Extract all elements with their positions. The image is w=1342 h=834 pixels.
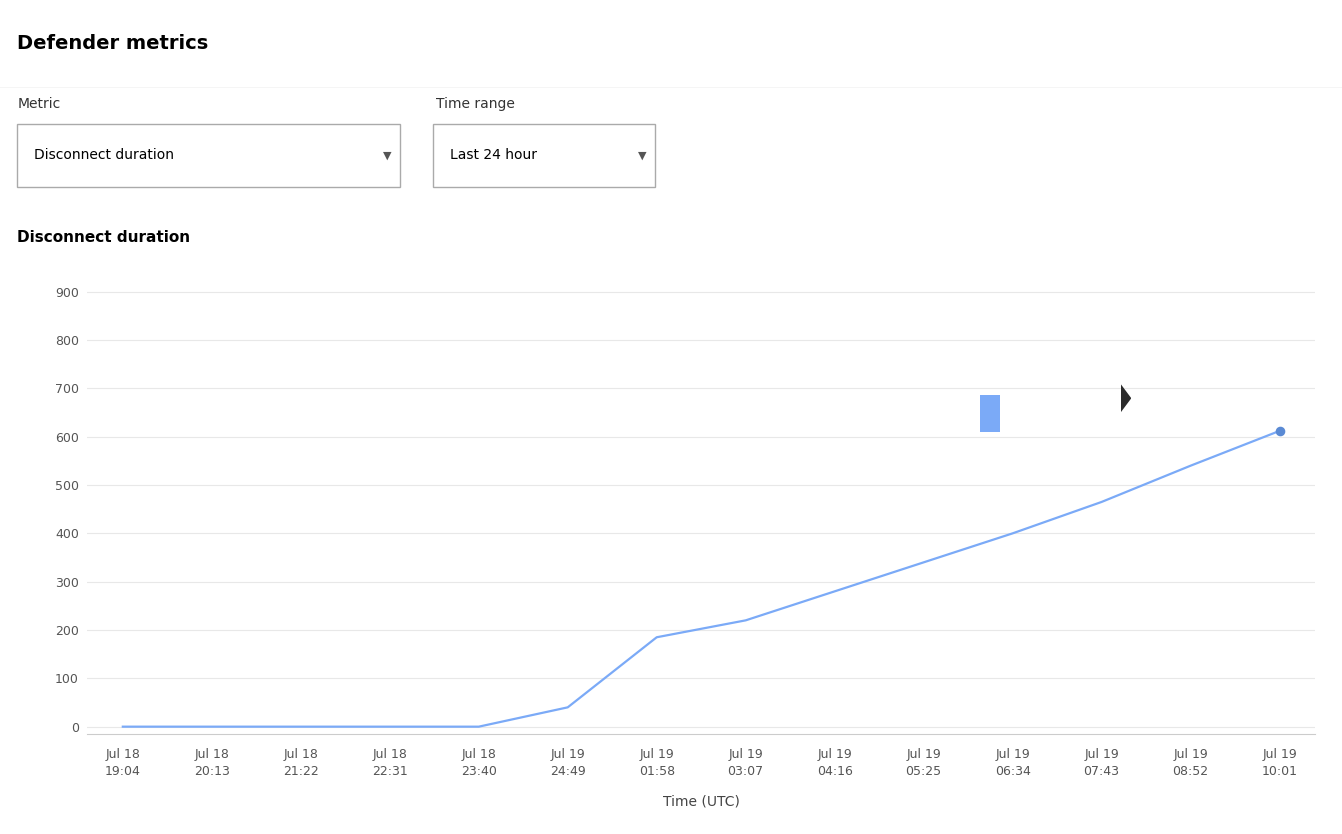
Text: Defender metrics: Defender metrics: [17, 34, 209, 53]
Text: Disconnect duration: Disconnect duration: [17, 230, 191, 245]
Text: Time range: Time range: [436, 98, 515, 111]
Text: Jul 19, 10:20: Jul 19, 10:20: [980, 371, 1074, 384]
X-axis label: Time (UTC): Time (UTC): [663, 795, 739, 808]
Polygon shape: [1121, 384, 1131, 413]
Text: Last 24 hour: Last 24 hour: [450, 148, 537, 163]
Point: [1268, 425, 1290, 438]
Text: Disconnect duration: Disconnect duration: [34, 148, 173, 163]
Text: 612: 612: [1008, 407, 1033, 420]
Text: ▼: ▼: [639, 150, 647, 160]
Bar: [980, 395, 1000, 432]
Bar: [17, 124, 400, 187]
Text: ▼: ▼: [384, 150, 392, 160]
Text: Metric: Metric: [17, 98, 60, 111]
Bar: [433, 124, 655, 187]
